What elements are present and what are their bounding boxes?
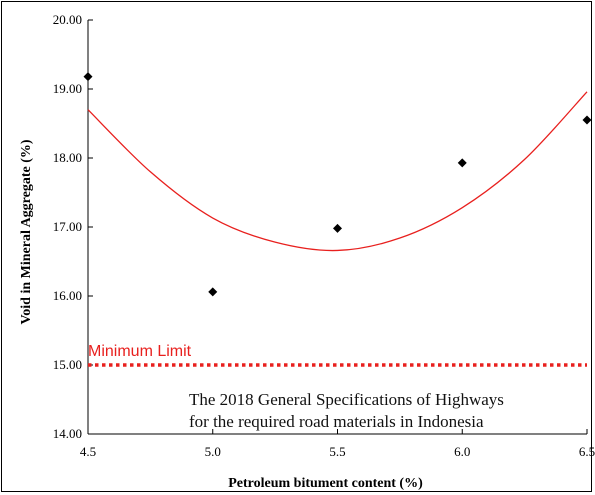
plot-area: 14.00 15.00 16.00 17.00 18.00 19.00 20.00 4.5 5.… [19, 12, 595, 491]
y-tick-label: 19.00 [53, 81, 82, 96]
y-tick-label: 15.00 [53, 357, 82, 372]
data-point-marker [333, 223, 342, 233]
x-tick-label: 5.5 [329, 444, 345, 459]
y-tick-label: 16.00 [53, 288, 82, 303]
x-tick-label: 6.0 [454, 444, 470, 459]
data-point-marker [208, 287, 218, 297]
y-tick-label: 20.00 [53, 12, 82, 27]
data-point-marker [83, 72, 93, 82]
x-tick-label: 4.5 [80, 444, 96, 459]
y-tick-label: 14.00 [53, 426, 82, 441]
x-tick-label: 5.0 [205, 444, 221, 459]
minimum-limit-label: Minimum Limit [88, 343, 192, 360]
y-axis-title: Void in Mineral Aggregate (%) [19, 139, 34, 324]
y-tick-label: 18.00 [53, 150, 82, 165]
x-axis-title: Petroleum bitument content (%) [228, 476, 423, 491]
x-tick-label: 6.5 [579, 444, 595, 459]
annotation-line: The 2018 General Specifications of Highw… [189, 390, 504, 409]
trendline-curve [87, 91, 588, 252]
annotation-line: for the required road materials in Indon… [189, 412, 484, 431]
data-point-marker [457, 158, 467, 168]
y-tick-label: 17.00 [53, 219, 82, 234]
data-point-marker [582, 115, 592, 125]
